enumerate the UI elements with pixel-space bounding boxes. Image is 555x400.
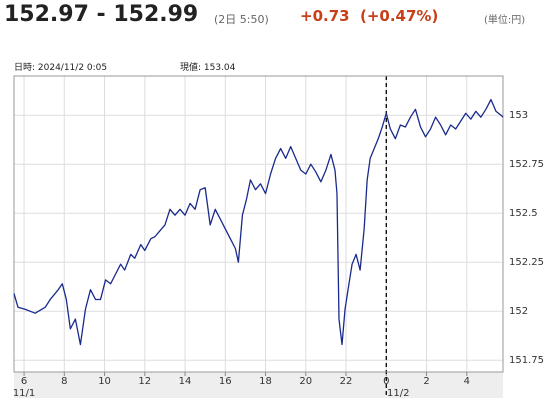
- x-tick-label: 14: [179, 376, 192, 387]
- price-line: [13, 98, 504, 346]
- time: (2日 5:50): [214, 13, 269, 26]
- info-current: 現値: 153.04: [180, 63, 236, 73]
- unit: (単位:円): [484, 15, 526, 26]
- y-tick-label: 151.75: [509, 355, 544, 366]
- price: 152.97 - 152.99: [4, 2, 199, 27]
- plot-frame: [13, 75, 504, 373]
- axis-strip: [14, 372, 503, 398]
- x-tick-label: 2: [423, 376, 429, 387]
- x-tick-label: 22: [340, 376, 353, 387]
- x-tick-label: 0: [383, 376, 389, 387]
- y-tick-label: 152.5: [509, 208, 538, 219]
- x-tick-label: 12: [138, 376, 151, 387]
- y-tick-label: 152: [509, 306, 528, 317]
- x-tick-label: 18: [259, 376, 272, 387]
- x-tick-label: 20: [299, 376, 312, 387]
- x-tick-label: 4: [464, 376, 470, 387]
- date-label: 11/1: [13, 388, 35, 399]
- change: +0.73: [300, 7, 350, 25]
- info-datetime: 日時: 2024/11/2 0:05: [14, 63, 108, 73]
- y-tick-label: 153: [509, 110, 528, 121]
- date-label: 11/2: [387, 388, 409, 399]
- y-tick-label: 152.75: [509, 159, 544, 170]
- x-tick-label: 6: [21, 376, 27, 387]
- y-tick-label: 152.25: [509, 257, 544, 268]
- x-tick-label: 8: [61, 376, 67, 387]
- x-tick-label: 16: [219, 376, 232, 387]
- change-pct: (+0.47%): [360, 7, 439, 25]
- x-tick-label: 10: [98, 376, 111, 387]
